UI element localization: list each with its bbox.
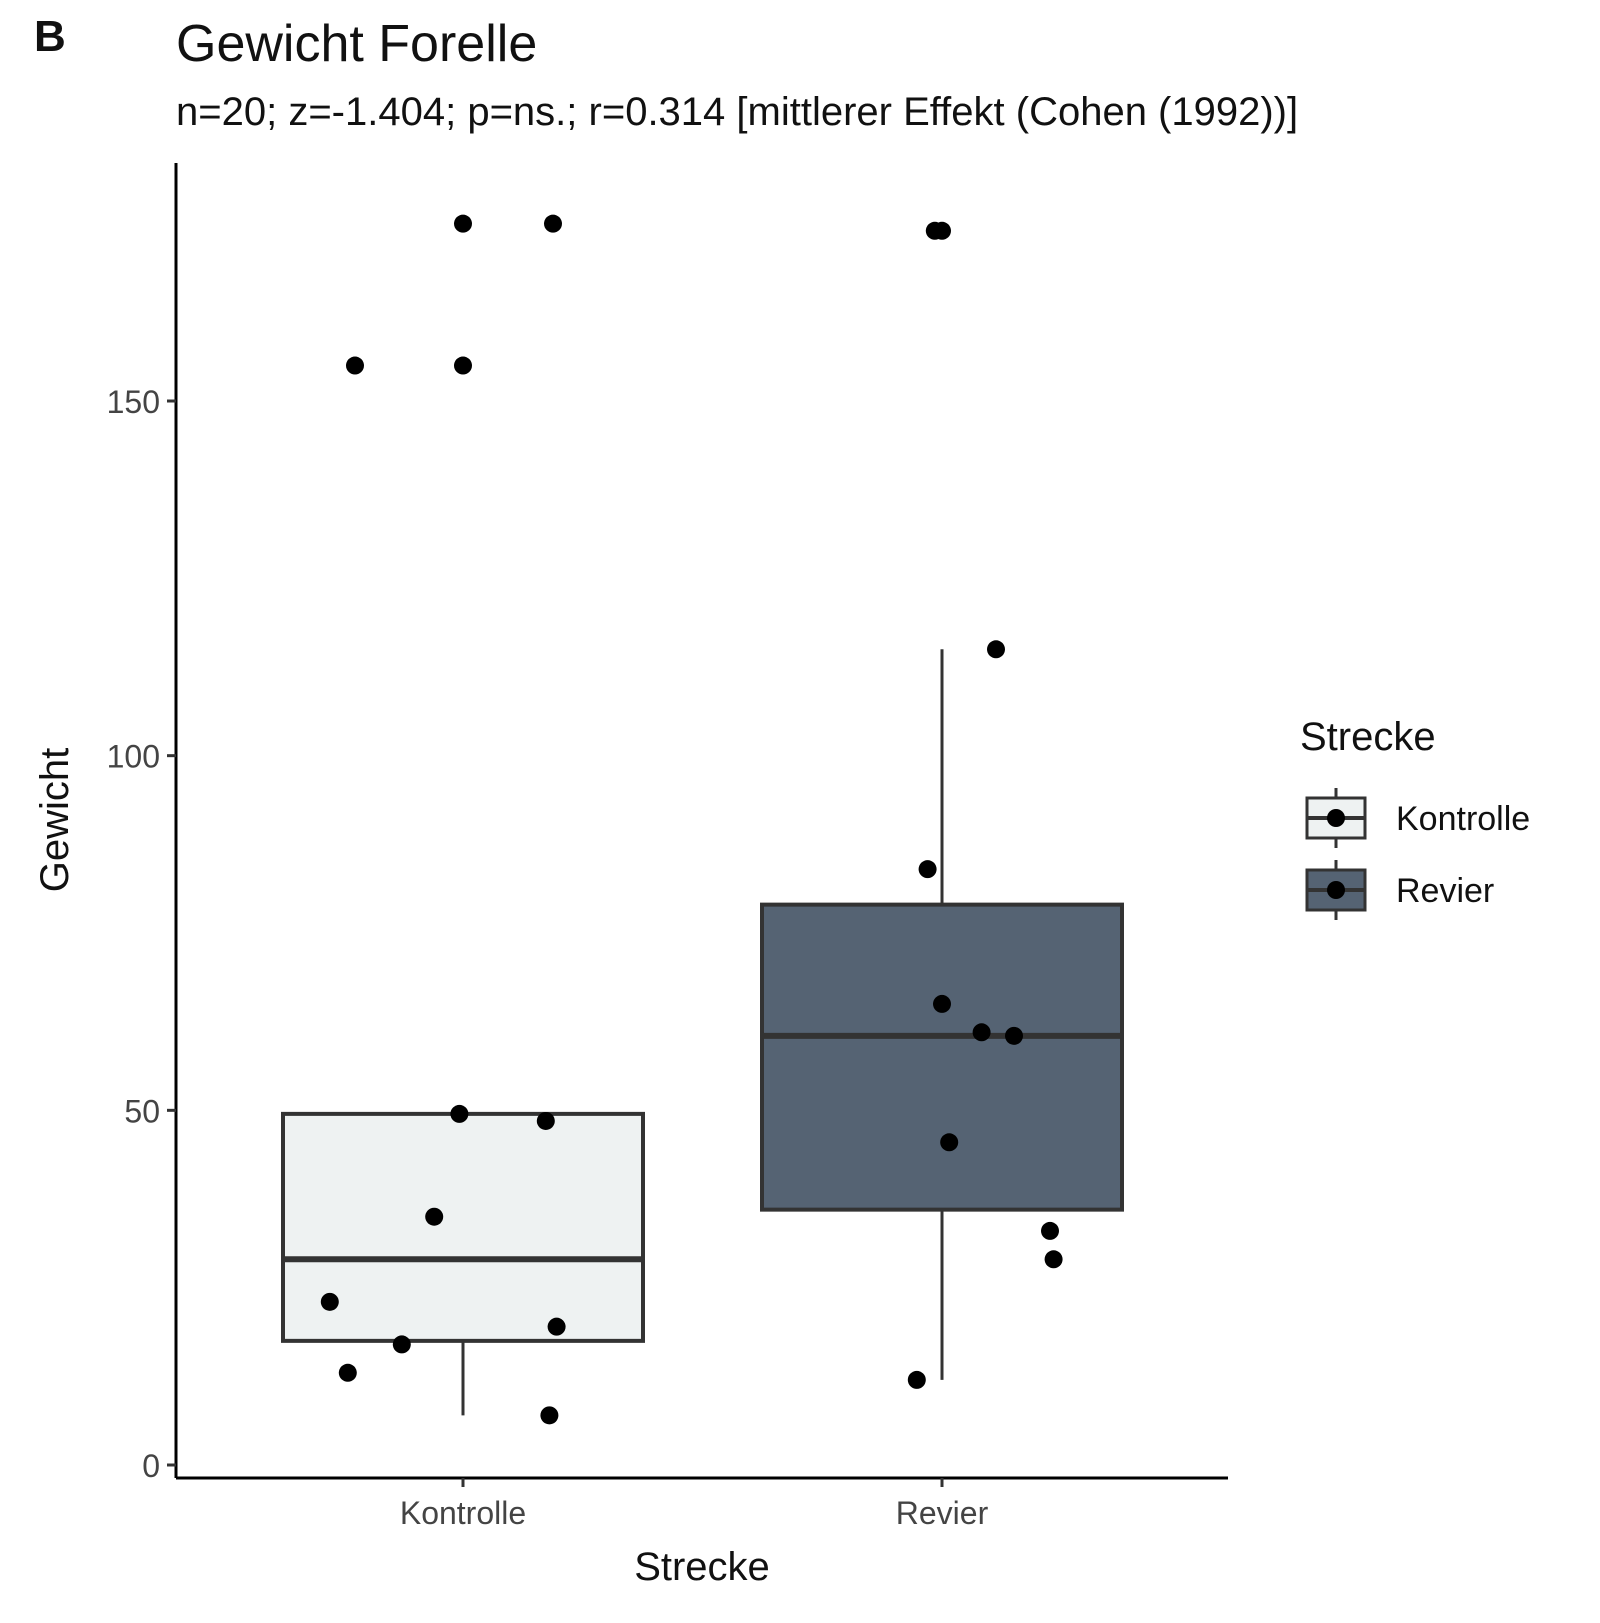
legend-entry-label: Kontrolle <box>1396 800 1530 838</box>
legend-key-point <box>1327 809 1345 827</box>
chart-title: Gewicht Forelle <box>176 15 538 73</box>
boxes-layer <box>281 649 1124 1416</box>
data-point <box>320 1292 339 1311</box>
legend-entries: Kontrolle Revier <box>1305 788 1530 920</box>
x-tick-label: Revier <box>896 1495 989 1531</box>
data-point <box>540 1406 559 1425</box>
data-point <box>338 1363 357 1382</box>
data-point <box>940 1133 959 1152</box>
y-ticks: 0 50 100 150 <box>107 384 176 1484</box>
legend-entry-kontrolle: Kontrolle <box>1305 788 1530 848</box>
data-point <box>1005 1026 1023 1045</box>
data-point <box>1044 1250 1063 1269</box>
data-point <box>987 640 1005 659</box>
data-point <box>972 1023 991 1042</box>
y-tick-label: 50 <box>124 1093 160 1129</box>
x-tick-label: Kontrolle <box>400 1495 526 1531</box>
legend-key-point <box>1327 881 1345 899</box>
y-tick-label: 100 <box>107 739 160 775</box>
panel-label: B <box>34 12 66 61</box>
x-ticks: Kontrolle Revier <box>400 1478 989 1531</box>
axes-layer <box>174 163 1228 1480</box>
data-point <box>1041 1221 1059 1240</box>
data-point <box>547 1317 566 1336</box>
data-point <box>918 860 937 879</box>
legend-entry-revier: Revier <box>1305 860 1494 920</box>
data-point <box>392 1335 411 1354</box>
x-axis-label: Strecke <box>634 1545 770 1589</box>
data-point <box>450 1104 469 1123</box>
legend: Strecke Kontrolle Revier <box>1300 715 1530 920</box>
y-tick-label: 150 <box>107 384 160 420</box>
data-point <box>933 221 951 240</box>
data-point <box>454 214 472 233</box>
y-axis-label: Gewicht <box>33 748 77 893</box>
legend-entry-label: Revier <box>1396 872 1494 910</box>
data-point <box>907 1370 926 1389</box>
points-layer <box>320 214 1063 1425</box>
chart-subtitle: n=20; z=-1.404; p=ns.; r=0.314 [mittlere… <box>176 90 1299 134</box>
data-point <box>346 356 364 375</box>
legend-title: Strecke <box>1300 715 1436 759</box>
data-point <box>544 214 562 233</box>
box-revier <box>760 902 1124 1212</box>
data-point <box>425 1207 444 1226</box>
data-point <box>536 1111 555 1130</box>
y-tick-label: 0 <box>142 1448 160 1484</box>
data-point <box>454 356 472 375</box>
data-point <box>933 994 951 1013</box>
